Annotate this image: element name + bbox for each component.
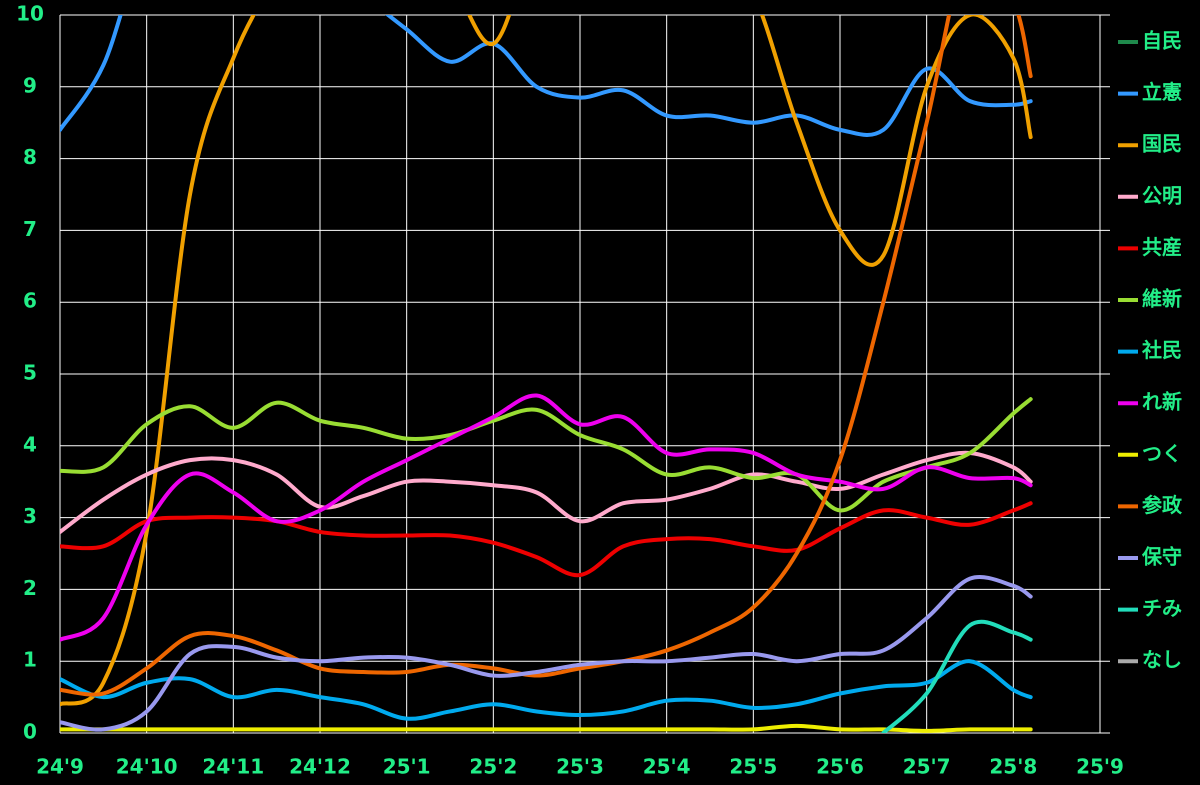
x-tick-label: 25'9 xyxy=(1076,755,1124,779)
series-line xyxy=(60,501,1033,578)
x-tick-label: 25'6 xyxy=(816,755,864,779)
series-line xyxy=(60,15,1033,707)
plot xyxy=(60,15,1033,733)
y-tick-label: 4 xyxy=(23,432,37,456)
x-tick-label: 25'5 xyxy=(729,755,777,779)
legend-label: 維新 xyxy=(1142,287,1182,311)
x-tick-label: 24'9 xyxy=(36,755,84,779)
x-tick-label: 25'3 xyxy=(556,755,604,779)
legend-label: つく xyxy=(1142,441,1182,465)
legend-label: なし xyxy=(1142,648,1182,672)
y-tick-label: 5 xyxy=(23,361,37,385)
x-tick-label: 25'1 xyxy=(383,755,431,779)
legend-label: 参政 xyxy=(1142,493,1183,517)
series-line xyxy=(60,15,1033,137)
y-tick-label: 3 xyxy=(23,504,37,528)
series-line xyxy=(60,659,1033,721)
labels: 0 1 2 3 4 5 6 7 8 9 10 24'9 24'10 24'11 24'12 25'1 25'2 2… xyxy=(16,2,1183,779)
legend-label: 保守 xyxy=(1141,545,1182,569)
x-tick-label: 25'7 xyxy=(903,755,951,779)
legend-label: 国民 xyxy=(1142,132,1182,156)
y-tick-label: 2 xyxy=(23,576,37,600)
x-tick-label: 25'8 xyxy=(989,755,1037,779)
x-tick-label: 25'4 xyxy=(643,755,691,779)
y-tick-label: 0 xyxy=(23,720,37,744)
series-line xyxy=(881,619,1033,733)
y-tick-label: 7 xyxy=(23,217,37,241)
legend-label: 社民 xyxy=(1141,338,1182,362)
series-line xyxy=(60,393,1033,642)
legend-label: 共産 xyxy=(1142,235,1182,259)
x-tick-label: 25'2 xyxy=(469,755,517,779)
series-line xyxy=(60,450,1033,534)
series-line xyxy=(60,575,1033,732)
legend-label: 公明 xyxy=(1142,183,1182,207)
y-tick-label: 1 xyxy=(23,648,37,672)
y-tick-label: 8 xyxy=(23,145,37,169)
y-tick-label: 6 xyxy=(23,289,37,313)
legend-label: 自民 xyxy=(1142,29,1182,53)
x-tick-label: 24'12 xyxy=(289,755,351,779)
series-line xyxy=(60,397,1033,513)
y-tick-label: 9 xyxy=(23,73,37,97)
grid xyxy=(59,14,1110,734)
legend-label: れ新 xyxy=(1142,390,1182,414)
legend-label: チみ xyxy=(1142,596,1182,620)
x-tick-label: 24'10 xyxy=(116,755,178,779)
x-tick-label: 24'11 xyxy=(202,755,264,779)
y-tick-label: 10 xyxy=(16,2,44,26)
legend-label: 立憲 xyxy=(1142,80,1182,104)
